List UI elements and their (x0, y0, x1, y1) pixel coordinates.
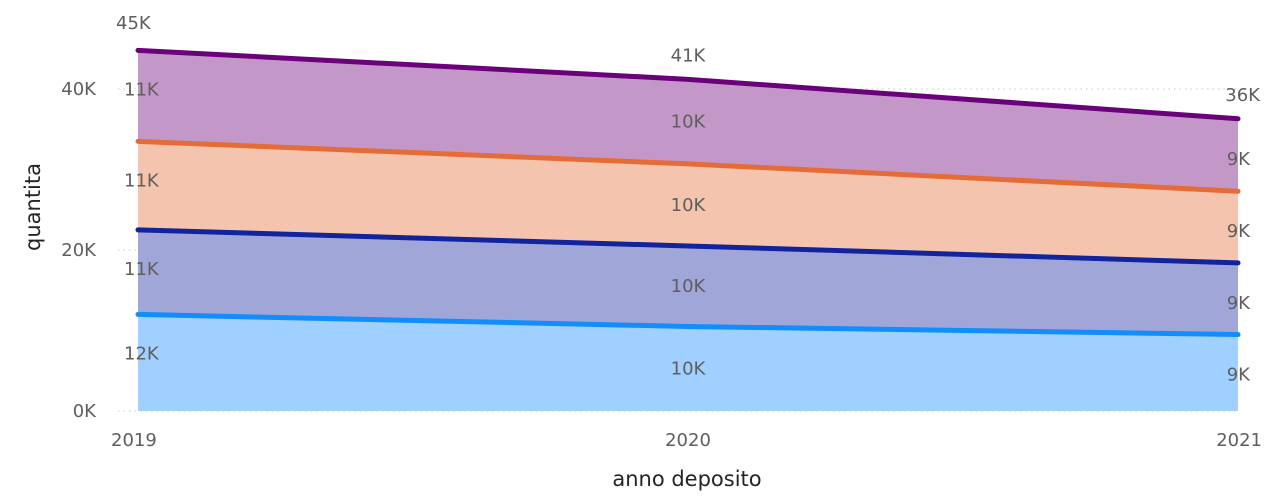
series-line-1 (135, 311, 1241, 338)
data-label: 11K (124, 79, 160, 100)
data-label: 12K (124, 343, 160, 364)
data-label: 10K (671, 359, 707, 380)
x-axis-title: anno deposito (612, 467, 761, 491)
data-label: 10K (671, 112, 707, 133)
x-tick-label: 2020 (665, 430, 711, 451)
axes: 0K 20K 40K 2019 2020 2021 (61, 79, 1262, 451)
x-tick-label: 2019 (111, 430, 157, 451)
series-line-4 (135, 47, 1241, 122)
total-label: 45K (116, 13, 152, 34)
data-label: 11K (124, 259, 160, 280)
y-axis-title: quantita (21, 163, 45, 251)
series-line-3 (135, 138, 1241, 194)
data-label: 10K (671, 195, 707, 216)
x-tick-label: 2021 (1216, 430, 1262, 451)
y-tick-label: 20K (61, 240, 97, 261)
total-label: 41K (671, 45, 707, 66)
data-label: 9K (1227, 149, 1251, 170)
data-label: 9K (1227, 293, 1251, 314)
data-label: 9K (1227, 365, 1251, 386)
series-line-2 (135, 227, 1241, 266)
total-label: 36K (1225, 85, 1261, 106)
data-label: 10K (671, 276, 707, 297)
area-fill-series-1 (138, 314, 1238, 411)
y-tick-label: 0K (73, 401, 97, 422)
area-fill-series-3 (138, 141, 1238, 263)
series-lines (135, 47, 1241, 338)
data-label: 9K (1227, 221, 1251, 242)
y-tick-label: 40K (61, 79, 97, 100)
data-labels: 12K 10K 9K 11K 10K 9K 11K 10K 9K 11K 10K 9K 45K 41K 36… (116, 13, 1261, 386)
data-label: 11K (124, 170, 160, 191)
area-fill-series-4 (138, 50, 1238, 192)
